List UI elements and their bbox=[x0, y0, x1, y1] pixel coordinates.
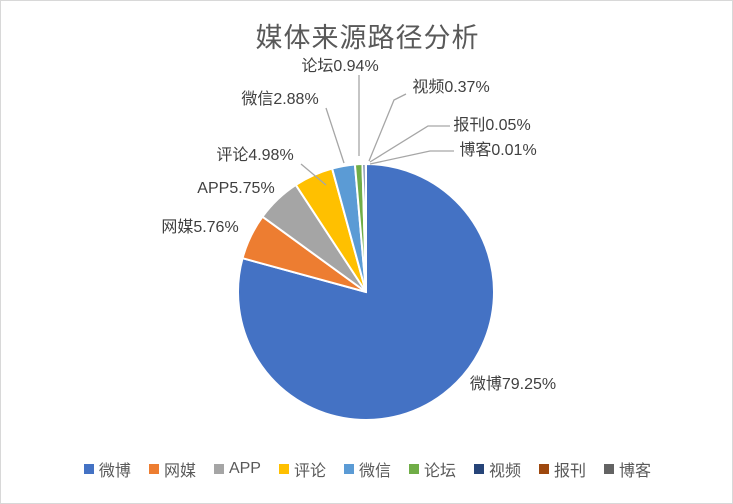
data-label-weibo: 微博79.25% bbox=[470, 375, 556, 393]
leader-line-boke bbox=[369, 150, 454, 165]
legend-label: 微博 bbox=[98, 463, 131, 480]
data-label-shipin: 视频0.37% bbox=[412, 78, 489, 96]
legend-marker-app bbox=[213, 464, 224, 474]
legend-item-shipin[interactable]: 视频 bbox=[474, 457, 521, 481]
legend-label: 论坛 bbox=[424, 463, 457, 480]
data-label-pinglun: 评论4.98% bbox=[216, 146, 293, 164]
legend-marker-wangmei bbox=[148, 464, 159, 474]
data-label-baokan: 报刊0.05% bbox=[453, 116, 530, 134]
data-label-boke: 博客0.01% bbox=[459, 141, 536, 159]
data-label-wangmei: 网媒5.76% bbox=[161, 218, 238, 236]
data-label-luntan: 论坛0.94% bbox=[301, 57, 378, 75]
pie-slices-group bbox=[237, 162, 495, 421]
data-label-app: APP5.75% bbox=[197, 180, 274, 197]
legend-item-boke[interactable]: 博客 bbox=[604, 457, 651, 481]
leader-line-weixin bbox=[325, 107, 345, 164]
legend-item-wangmei[interactable]: 网媒 bbox=[148, 457, 196, 481]
legend-item-weibo[interactable]: 微博 bbox=[83, 457, 131, 481]
leader-line-baokan bbox=[369, 125, 450, 163]
legend-label: 网媒 bbox=[163, 463, 196, 480]
legend-item-baokan[interactable]: 报刊 bbox=[539, 457, 586, 481]
legend-marker-baokan bbox=[539, 464, 550, 474]
legend-label: 博客 bbox=[619, 463, 652, 480]
legend-marker-weixin bbox=[343, 464, 354, 474]
legend-marker-weibo bbox=[83, 464, 94, 474]
legend-marker-pinglun bbox=[278, 464, 289, 474]
legend-marker-luntan bbox=[409, 464, 419, 474]
leader-line-pinglun bbox=[300, 163, 327, 186]
legend-label: 报刊 bbox=[554, 463, 587, 480]
legend: 微博 网媒 APP 评论 微信 论坛 视频 报刊 bbox=[1, 457, 732, 481]
legend-item-pinglun[interactable]: 评论 bbox=[278, 457, 326, 481]
legend-marker-boke bbox=[604, 464, 615, 474]
leader-line-shipin bbox=[368, 93, 407, 162]
legend-item-luntan[interactable]: 论坛 bbox=[409, 457, 456, 481]
legend-item-app[interactable]: APP bbox=[213, 460, 261, 478]
legend-marker-shipin bbox=[474, 464, 485, 474]
legend-label: APP bbox=[228, 460, 261, 477]
legend-item-weixin[interactable]: 微信 bbox=[343, 457, 391, 481]
chart-title: 媒体来源路径分析 bbox=[255, 23, 480, 53]
legend-label: 视频 bbox=[489, 463, 522, 480]
legend-label: 评论 bbox=[293, 463, 326, 480]
data-label-weixin: 微信2.88% bbox=[241, 90, 318, 108]
legend-label: 微信 bbox=[358, 463, 391, 480]
